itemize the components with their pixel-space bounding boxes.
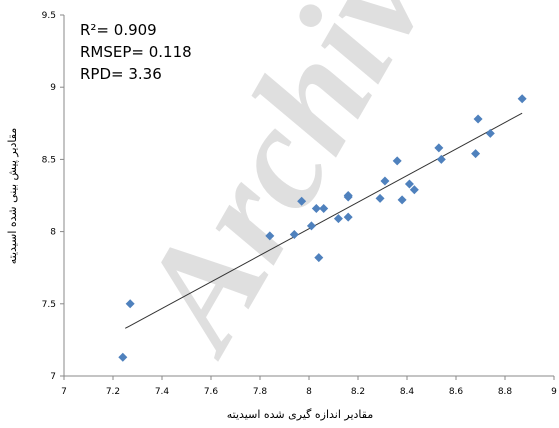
point: [380, 176, 390, 186]
y-tick-label: 9.5: [42, 11, 56, 21]
point: [409, 185, 419, 195]
annotation: RPD= 3.36: [80, 65, 162, 83]
point: [436, 154, 446, 164]
point: [297, 196, 307, 206]
point: [485, 128, 495, 138]
x-tick-label: 8.2: [351, 387, 365, 397]
x-tick-label: 7.4: [155, 387, 170, 397]
point: [392, 156, 402, 166]
x-tick-label: 9: [551, 387, 557, 397]
point: [397, 195, 407, 205]
point: [289, 229, 299, 239]
annotation: R²= 0.909: [80, 21, 157, 39]
point: [333, 214, 343, 224]
x-tick-label: 7.2: [106, 387, 120, 397]
x-tick-label: 7.8: [253, 387, 268, 397]
y-tick-label: 8: [50, 228, 56, 238]
point: [434, 143, 444, 153]
point: [473, 114, 483, 124]
point: [471, 149, 481, 159]
point: [343, 191, 353, 200]
point: [319, 203, 329, 213]
point: [125, 299, 135, 309]
x-tick-label: 8.8: [498, 387, 513, 397]
y-axis-title: مقادیر پیش بینی شده اسیدیته: [6, 128, 19, 265]
x-tick-label: 8.6: [449, 387, 464, 397]
point: [265, 231, 275, 241]
point: [306, 221, 316, 231]
annotation: RMSEP= 0.118: [80, 43, 192, 61]
point: [311, 203, 321, 213]
x-tick-label: 8.4: [400, 387, 415, 397]
y-tick-label: 8.5: [42, 155, 56, 165]
point: [118, 352, 128, 362]
point: [375, 193, 385, 203]
y-tick-label: 9: [50, 83, 56, 93]
y-tick-label: 7: [50, 372, 56, 382]
x-tick-label: 7.6: [204, 387, 219, 397]
point: [314, 253, 324, 263]
point: [343, 212, 353, 222]
x-tick-label: 8: [306, 387, 312, 397]
x-axis-title: مقادیر اندازه گیری شده اسیدیته: [227, 408, 374, 421]
point: [404, 179, 414, 189]
y-tick-label: 7.5: [42, 300, 56, 310]
point: [517, 94, 527, 104]
trendline: [125, 112, 523, 329]
x-tick-label: 7: [61, 387, 67, 397]
